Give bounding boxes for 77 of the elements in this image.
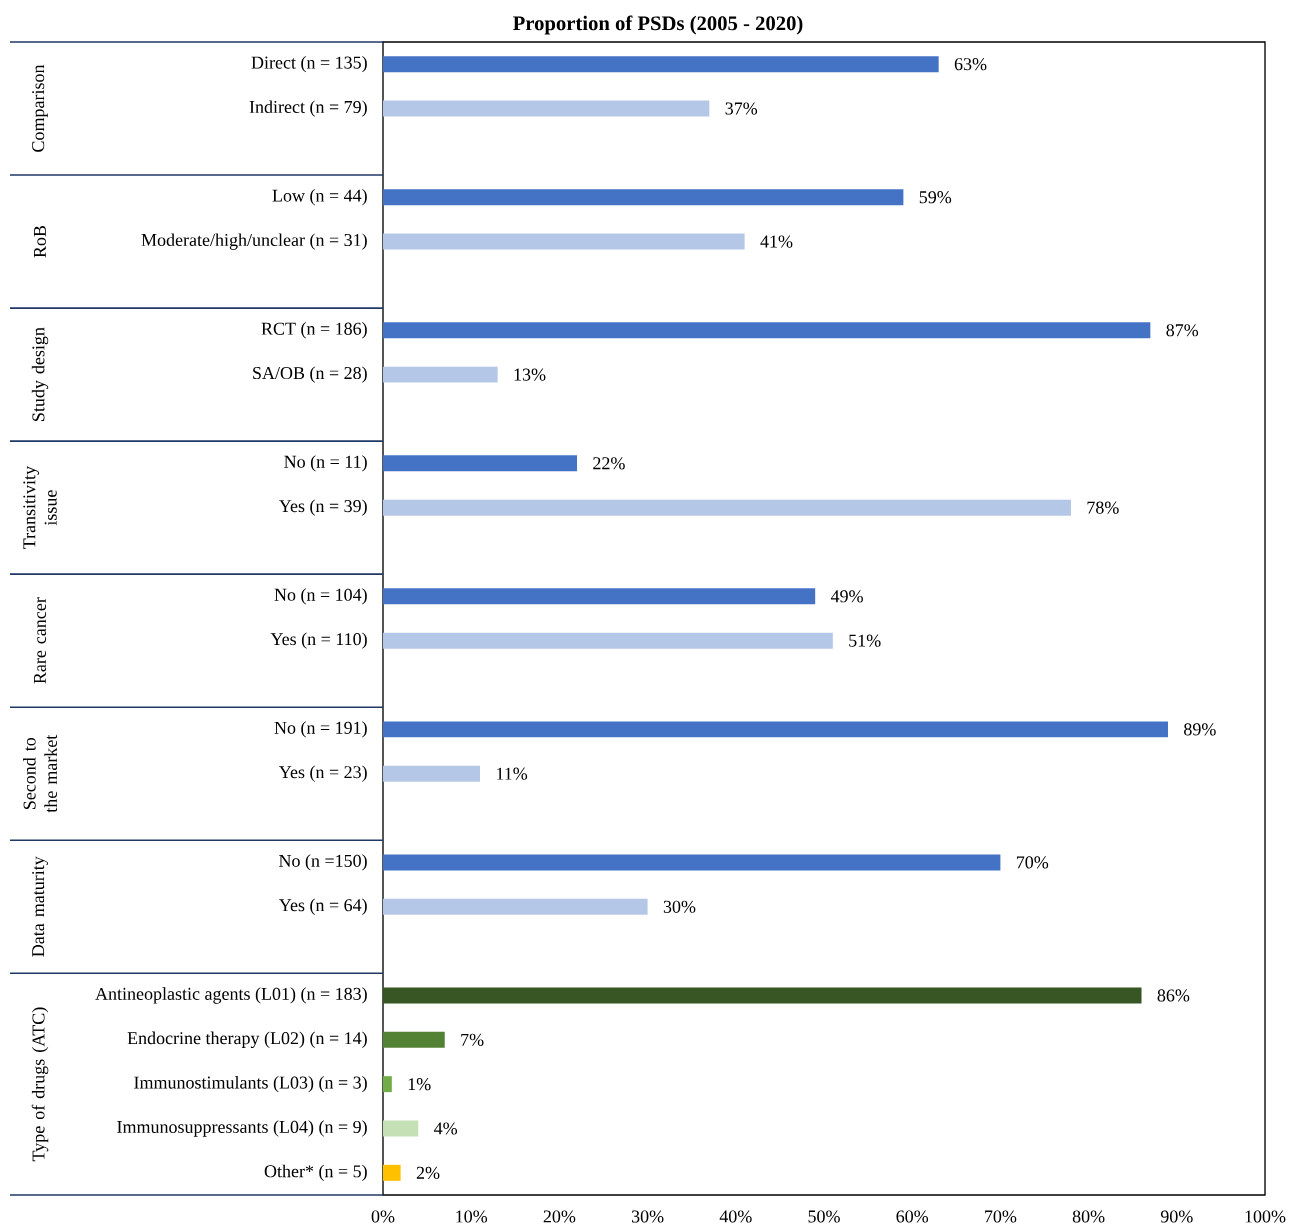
y-tick-label: No (n = 104) [274, 588, 367, 605]
text: Comparison [32, 64, 48, 152]
data-label: 89% [1184, 723, 1216, 736]
bar [383, 1164, 401, 1181]
x-tick-label: 100% [1245, 1210, 1286, 1223]
y-tick-label: Other* (n = 5) [264, 1164, 367, 1181]
text: Type of drugs (ATC) [31, 1007, 49, 1162]
bar [383, 366, 498, 383]
y-tick-label: Antineoplastic agents (L01) (n = 183) [95, 987, 367, 1004]
text: Rare cancer [34, 597, 46, 684]
x-tick-label: 0% [371, 1210, 395, 1223]
bar [383, 1076, 392, 1093]
data-label: 78% [1087, 501, 1119, 514]
y-tick-label: Yes (n = 110) [270, 632, 367, 649]
data-label: 37% [725, 102, 758, 115]
data-label: 63% [954, 58, 987, 71]
y-tick-label: No (n =150) [279, 854, 367, 871]
data-label: 22% [593, 457, 625, 470]
data-label: 49% [830, 590, 863, 603]
bar [383, 588, 816, 605]
y-tick-label: Low (n = 44) [272, 189, 367, 206]
y-tick-label: Yes (n = 23) [279, 765, 367, 782]
bar [383, 1031, 445, 1048]
x-tick-label: 30% [631, 1210, 664, 1223]
y-tick-label: Yes (n = 64) [279, 898, 367, 915]
data-label: 11% [496, 767, 528, 780]
bar [383, 854, 1001, 871]
text: Data maturity [32, 856, 48, 957]
bar [383, 765, 481, 782]
bar [383, 721, 1168, 738]
x-tick-label: 90% [1160, 1210, 1193, 1223]
text: Transitivity issue [23, 466, 57, 549]
bar [383, 189, 904, 206]
bar [383, 632, 833, 649]
x-tick-label: 80% [1072, 1210, 1105, 1223]
y-tick-label: Immunostimulants (L03) (n = 3) [134, 1075, 367, 1093]
y-tick-label: Direct (n = 135) [251, 56, 367, 73]
bar [383, 455, 578, 472]
data-label: 4% [434, 1122, 458, 1135]
x-tick-label: 50% [808, 1210, 840, 1223]
x-tick-label: 70% [985, 1210, 1017, 1223]
x-tick-label: 20% [543, 1210, 576, 1223]
y-tick-label: SA/OB (n = 28) [253, 366, 367, 383]
data-label: 51% [849, 634, 881, 647]
bar [383, 499, 1071, 516]
y-tick-label: No (n = 191) [274, 721, 367, 738]
x-tick-label: 60% [896, 1210, 929, 1223]
bar [383, 322, 1151, 339]
data-label: 7% [461, 1033, 484, 1046]
text: Study design [31, 327, 49, 421]
x-tick-label: 10% [456, 1210, 488, 1223]
text: Second to the market [23, 734, 57, 813]
data-label: 13% [514, 368, 546, 381]
data-label: 41% [760, 235, 793, 248]
y-tick-label: Endocrine therapy (L02) (n = 14) [127, 1031, 367, 1048]
data-label: 30% [663, 900, 696, 913]
y-tick-label: RCT (n = 186) [261, 322, 367, 339]
chart-title: Proportion of PSDs (2005 - 2020) [513, 15, 803, 35]
y-tick-label: No (n = 11) [284, 455, 367, 472]
data-label: 1% [408, 1078, 431, 1091]
data-label: 87% [1166, 324, 1199, 337]
text: RoB [34, 225, 46, 258]
data-label: 2% [416, 1166, 440, 1179]
bar [383, 100, 710, 117]
bar [383, 233, 745, 250]
bar [383, 1120, 419, 1137]
bar [383, 56, 939, 73]
bar [383, 898, 648, 915]
y-tick-label: Yes (n = 39) [279, 499, 367, 516]
data-label: 86% [1157, 989, 1190, 1002]
y-tick-label: Immunosuppressants (L04) (n = 9) [117, 1120, 367, 1137]
data-label: 59% [919, 191, 952, 204]
y-tick-label: Moderate/high/unclear (n = 31) [141, 233, 367, 250]
data-label: 70% [1016, 856, 1049, 869]
x-tick-label: 40% [719, 1210, 752, 1223]
bar [383, 987, 1142, 1004]
y-tick-label: Indirect (n = 79) [249, 100, 367, 117]
